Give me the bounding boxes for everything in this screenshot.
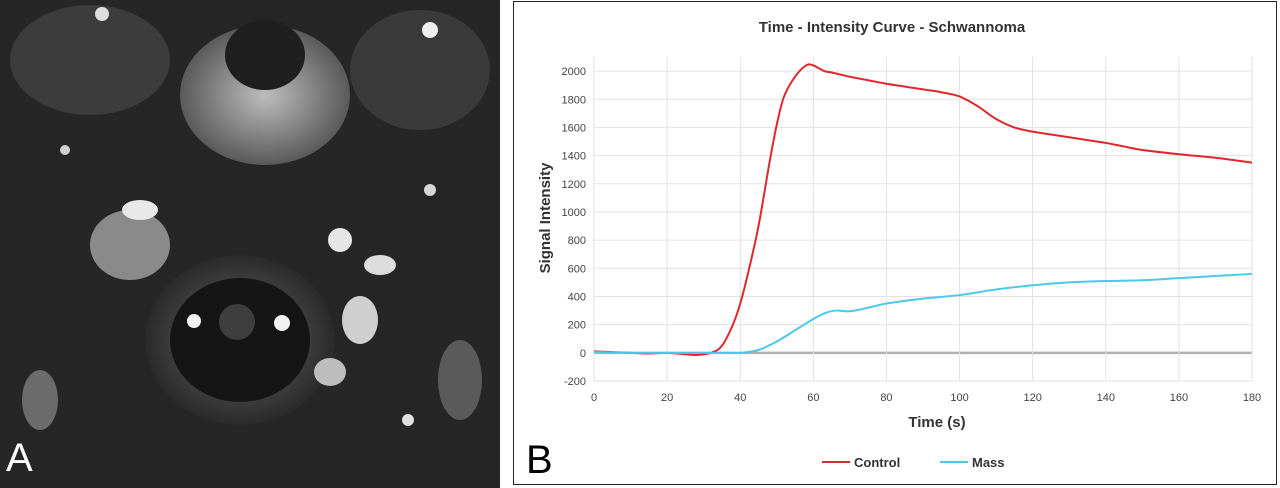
x-tick-label: 100	[950, 392, 968, 404]
y-tick-label: 800	[568, 235, 586, 247]
legend: Control Mass	[822, 455, 1005, 470]
x-tick-label: 40	[734, 392, 746, 404]
chart-frame	[513, 1, 1277, 485]
x-tick-label: 60	[807, 392, 819, 404]
x-tick-label: 80	[880, 392, 892, 404]
x-tick-label: 0	[591, 392, 597, 404]
x-tick-label: 120	[1023, 392, 1041, 404]
y-tick-label: 1200	[562, 179, 586, 191]
series-line-control	[593, 63, 1253, 356]
y-tick-label: 0	[580, 348, 586, 360]
y-tick-label: 400	[568, 291, 586, 303]
y-tick-label: 1000	[562, 207, 586, 219]
panel-a-label: A	[6, 436, 33, 480]
series-line-mass	[593, 272, 1253, 355]
y-tick-label: 1600	[562, 122, 586, 134]
y-tick-label: 2000	[562, 66, 586, 78]
legend-label-mass: Mass	[972, 455, 1005, 470]
y-tick-label: 200	[568, 320, 586, 332]
panel-b-label: B	[526, 438, 553, 482]
x-axis-label: Time (s)	[908, 414, 965, 431]
y-tick-label: 1400	[562, 151, 586, 163]
y-axis-label: Signal Intensity	[537, 162, 554, 274]
x-tick-label: 140	[1097, 392, 1115, 404]
legend-label-control: Control	[854, 455, 900, 470]
x-tick-label: 160	[1170, 392, 1188, 404]
chart-svg: Time - Intensity Curve - Schwannoma -200…	[537, 19, 1262, 470]
panel-b-chart: Time - Intensity Curve - Schwannoma -200…	[512, 0, 1280, 488]
chart-title: Time - Intensity Curve - Schwannoma	[759, 19, 1026, 36]
axes: -200020040060080010001200140016001800200…	[562, 66, 1262, 404]
grid-lines	[593, 57, 1253, 382]
x-tick-label: 180	[1243, 392, 1261, 404]
x-tick-label: 20	[661, 392, 673, 404]
panel-a-scan-image: A	[0, 0, 500, 488]
y-tick-label: -200	[564, 376, 586, 388]
scan-image	[0, 0, 500, 488]
y-tick-label: 600	[568, 263, 586, 275]
series-lines	[593, 63, 1253, 356]
y-tick-label: 1800	[562, 94, 586, 106]
